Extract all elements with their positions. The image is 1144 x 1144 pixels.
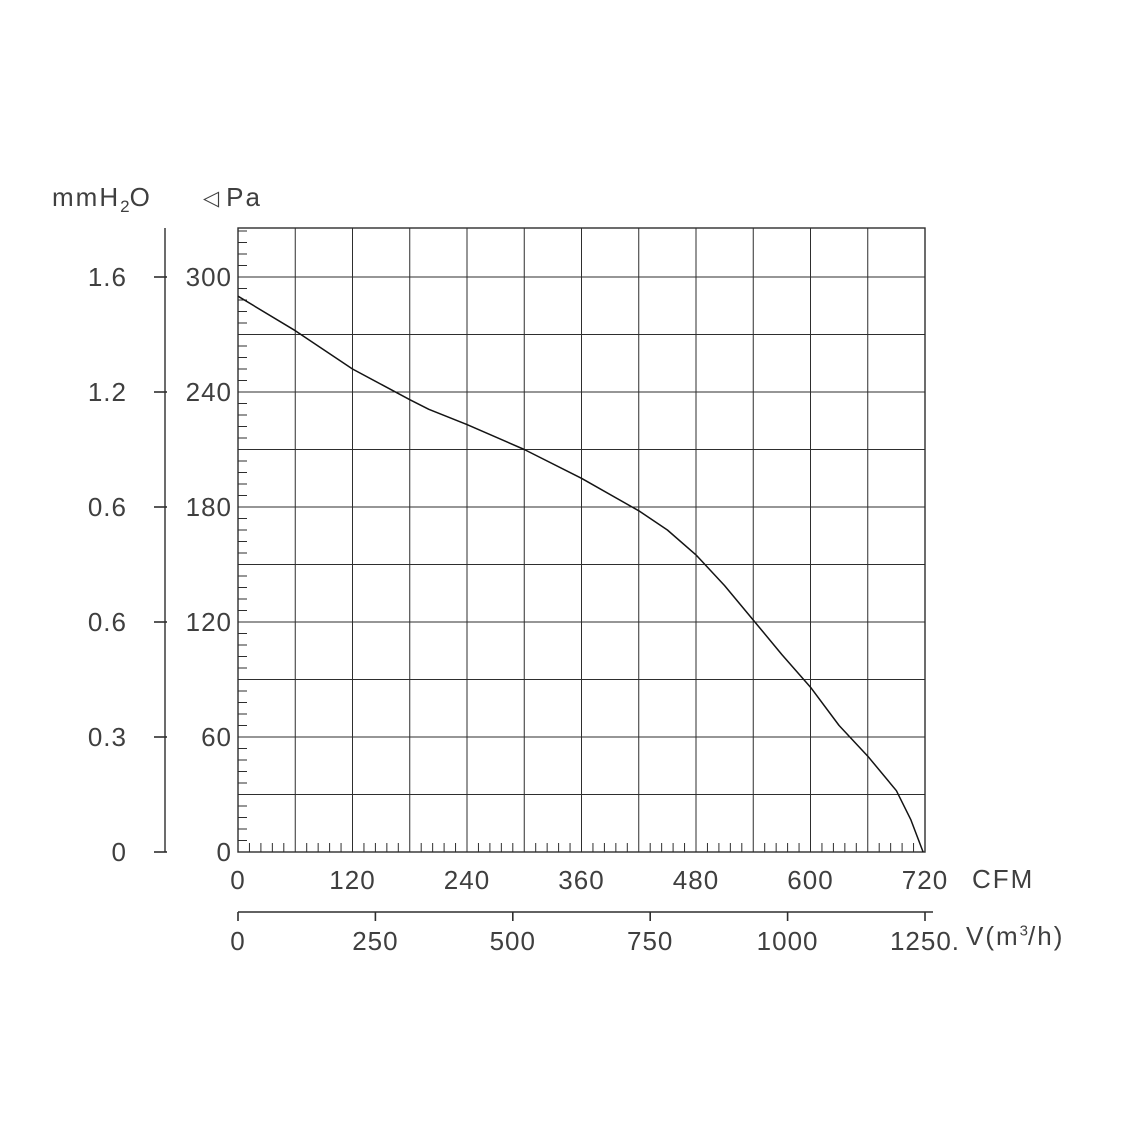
m3h-tick-label: 1250. [890, 926, 960, 956]
h2-subscript: 2 [120, 197, 130, 217]
pa-tick-label: 300 [186, 262, 232, 292]
pa-axis-unit-label: ◁ Pa [203, 182, 262, 213]
mmh2o-tick-label: 1.6 [88, 262, 127, 292]
left-triangle-icon: ◁ [203, 187, 222, 210]
m3-superscript: 3 [1019, 922, 1029, 940]
cfm-tick-label: 240 [444, 865, 490, 895]
pa-tick-label: 60 [201, 722, 232, 752]
cfm-tick-label: 480 [673, 865, 719, 895]
m3h-tick-label: 0 [230, 926, 245, 956]
per-hour-text: /h) [1028, 921, 1065, 951]
cfm-tick-label: 0 [230, 865, 245, 895]
m3h-tick-label: 750 [627, 926, 673, 956]
pa-tick-label: 0 [217, 837, 232, 867]
cfm-axis-label: CFM [972, 864, 1035, 894]
volume-flow-axis-label: V(m3/h) [966, 921, 1064, 952]
o-text: O [129, 182, 152, 212]
mmh2o-axis-unit-label: mmH2O [52, 182, 152, 217]
m3h-tick-label: 250 [352, 926, 398, 956]
cfm-tick-label: 120 [329, 865, 375, 895]
mmh2o-tick-label: 0 [112, 837, 127, 867]
v-text: V(m [966, 921, 1020, 951]
m3h-tick-label: 500 [490, 926, 536, 956]
pa-text: Pa [226, 182, 262, 212]
h-text: H [99, 182, 121, 212]
plot-border [237, 227, 926, 853]
m3h-tick-label: 1000 [757, 926, 819, 956]
mmh2o-tick-label: 0.6 [88, 607, 127, 637]
pressure-curve [237, 295, 924, 853]
mmh2o-tick-label: 0.6 [88, 492, 127, 522]
cfm-tick-label: 360 [558, 865, 604, 895]
pa-tick-label: 120 [186, 607, 232, 637]
mmh2o-tick-label: 1.2 [88, 377, 127, 407]
pa-tick-label: 240 [186, 377, 232, 407]
cfm-tick-label: 600 [787, 865, 833, 895]
cfm-tick-label: 720 [902, 865, 948, 895]
mm-text: mm [52, 182, 100, 212]
pa-tick-label: 180 [186, 492, 232, 522]
mmh2o-tick-label: 0.3 [88, 722, 127, 752]
